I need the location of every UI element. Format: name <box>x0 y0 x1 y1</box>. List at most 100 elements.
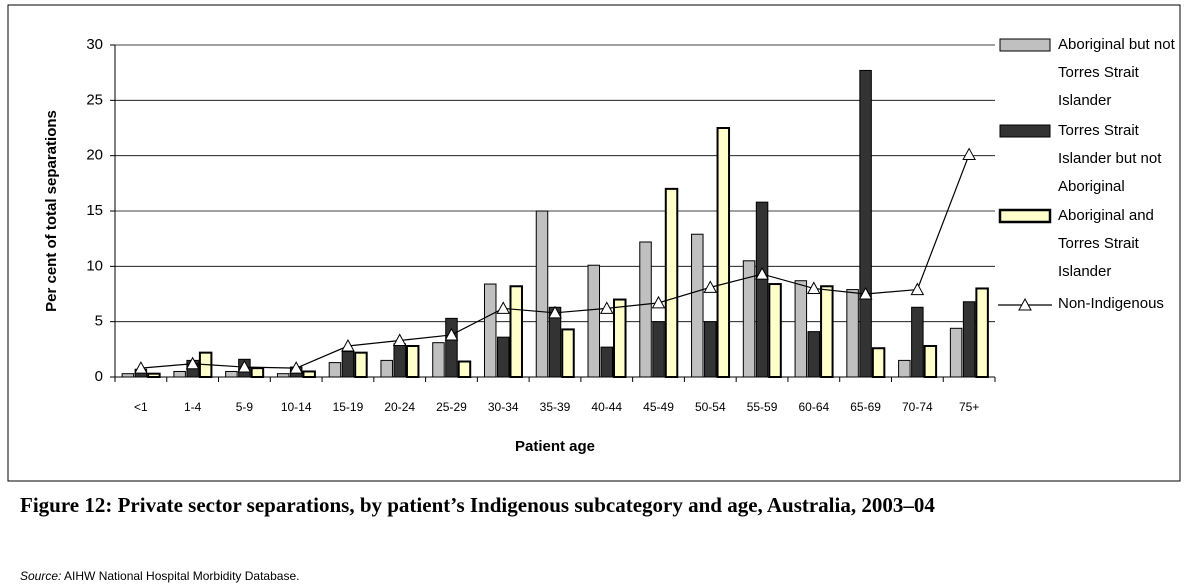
x-tick-label: 35-39 <box>540 400 571 414</box>
bar <box>704 321 717 378</box>
bar <box>380 359 393 378</box>
x-tick-label: 70-74 <box>902 400 933 414</box>
y-axis-title: Per cent of total separations <box>43 110 60 312</box>
line-marker <box>858 286 873 300</box>
bar <box>483 283 497 378</box>
bar <box>898 359 911 378</box>
bar <box>276 373 290 378</box>
legend-swatch <box>999 38 1051 52</box>
bar <box>794 280 808 378</box>
y-tick-label: 30 <box>86 36 103 53</box>
line-marker <box>548 305 562 319</box>
source-text: AIHW National Hospital Morbidity Databas… <box>64 569 300 583</box>
bar <box>716 127 731 378</box>
bar <box>807 331 821 378</box>
x-tick-label: 30-34 <box>488 400 519 414</box>
x-tick-label: 25-29 <box>436 400 467 414</box>
x-tick-label: <1 <box>134 400 148 414</box>
bar <box>147 372 161 378</box>
bar <box>846 289 859 378</box>
x-tick-label: 75+ <box>959 400 979 414</box>
line-marker <box>910 282 925 296</box>
chart-border <box>7 4 1181 482</box>
legend-swatch <box>998 208 1052 224</box>
bar <box>664 187 679 378</box>
legend-label: Aboriginal and Torres Strait Islander <box>1058 207 1154 280</box>
x-tick-label: 20-24 <box>384 400 415 414</box>
y-tick-label: 10 <box>86 257 103 274</box>
bar <box>341 351 355 378</box>
bar <box>250 367 265 379</box>
bar <box>768 283 782 379</box>
x-tick-label: 65-69 <box>850 400 881 414</box>
x-tick-label: 50-54 <box>695 400 726 414</box>
line-marker <box>599 301 614 314</box>
legend-swatch <box>999 124 1051 138</box>
y-tick-label: 20 <box>86 147 103 164</box>
source: Source: AIHW National Hospital Morbidity… <box>20 569 299 583</box>
bar <box>600 346 614 378</box>
line-marker <box>755 267 769 280</box>
x-tick-label: 1-4 <box>184 400 202 414</box>
x-tick-label: 55-59 <box>747 400 778 414</box>
line-marker <box>703 280 718 293</box>
bar <box>445 317 458 378</box>
bar <box>962 301 976 378</box>
bar <box>652 321 665 378</box>
bar <box>639 241 652 378</box>
bar <box>859 69 872 378</box>
x-axis-title: Patient age <box>515 438 595 455</box>
line-marker <box>962 147 976 161</box>
bar <box>613 298 627 378</box>
x-tick-label: 5-9 <box>236 400 254 414</box>
bar <box>587 264 601 378</box>
bar <box>509 285 523 378</box>
line-marker <box>237 359 252 373</box>
y-tick-label: 0 <box>95 368 103 385</box>
bar <box>561 328 575 378</box>
caption: Figure 12: Private sector separations, b… <box>20 493 935 517</box>
legend-label: Non-Indigenous <box>1058 295 1164 312</box>
line-marker <box>392 333 407 346</box>
y-tick-label: 25 <box>86 91 103 108</box>
bar <box>328 362 342 378</box>
line-marker <box>651 295 666 309</box>
bar <box>820 285 834 378</box>
line-marker <box>289 361 304 374</box>
bar <box>975 287 989 379</box>
bar <box>225 370 238 378</box>
bar <box>911 306 924 378</box>
line-marker <box>444 327 459 341</box>
x-tick-label: 45-49 <box>643 400 674 414</box>
legend-label: Aboriginal but not Torres Strait Islande… <box>1058 36 1175 109</box>
bar <box>457 360 472 378</box>
x-tick-label: 40-44 <box>591 400 622 414</box>
bar <box>405 345 420 379</box>
bar <box>949 327 963 378</box>
line-marker <box>806 281 821 294</box>
x-tick-label: 15-19 <box>333 400 364 414</box>
bar <box>121 373 135 378</box>
line-marker <box>185 356 200 370</box>
x-tick-label: 60-64 <box>798 400 829 414</box>
bar <box>173 370 186 378</box>
bar <box>496 336 510 378</box>
line-marker <box>341 338 355 352</box>
bar <box>742 260 756 378</box>
bar <box>535 210 549 378</box>
y-tick-label: 15 <box>86 202 103 219</box>
line-marker <box>134 361 148 374</box>
bar <box>393 343 406 378</box>
bar <box>691 233 704 378</box>
bar <box>755 201 769 378</box>
bar <box>432 342 445 378</box>
line-marker <box>496 301 511 314</box>
bar <box>354 351 368 378</box>
bar <box>302 370 316 379</box>
source-label: Source: <box>20 569 62 583</box>
legend-marker <box>1018 297 1032 311</box>
legend-label: Torres Strait Islander but not Aborigina… <box>1058 122 1162 195</box>
y-tick-label: 5 <box>95 313 103 330</box>
